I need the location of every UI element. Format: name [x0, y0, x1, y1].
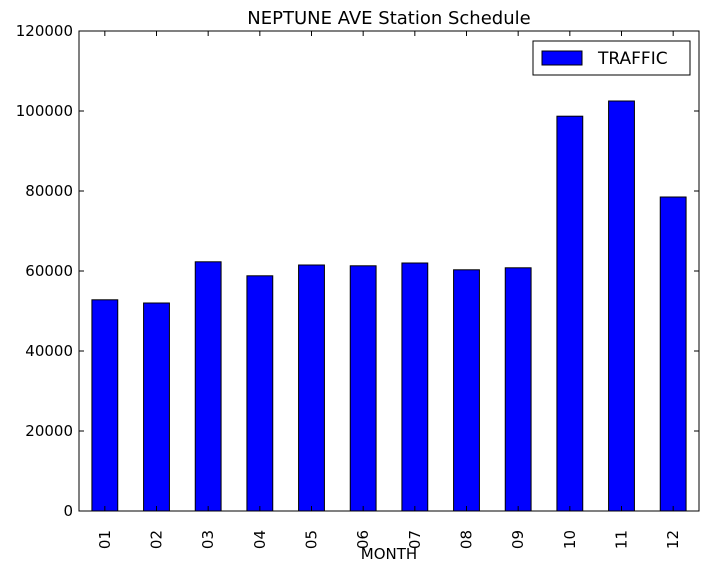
y-tick-label-80000: 80000 — [25, 182, 73, 200]
x-tick-label-11: 11 — [613, 530, 631, 549]
legend-label-traffic: TRAFFIC — [597, 49, 668, 69]
x-tick-label-10: 10 — [561, 530, 579, 549]
y-tick-label-120000: 120000 — [16, 22, 73, 40]
bar-05 — [298, 264, 325, 512]
y-axis: 0 20000 40000 60000 80000 100000 120000 — [16, 22, 699, 520]
x-tick-label-01: 01 — [96, 530, 114, 549]
x-tick-label-05: 05 — [303, 530, 321, 549]
bars-group — [91, 100, 687, 512]
x-tick-label-09: 09 — [509, 530, 527, 549]
x-tick-label-08: 08 — [458, 530, 476, 549]
bar-03 — [194, 261, 222, 512]
chart-title: NEPTUNE AVE Station Schedule — [247, 8, 530, 29]
x-axis: 01 02 03 04 05 06 07 08 09 10 11 12 — [96, 31, 682, 549]
x-tick-label-07: 07 — [406, 530, 424, 549]
bar-01 — [91, 299, 119, 512]
y-tick-label-20000: 20000 — [25, 422, 73, 440]
legend-swatch — [541, 50, 583, 66]
plot-frame — [78, 30, 700, 512]
bar-08 — [453, 269, 480, 512]
bar-07 — [401, 262, 429, 512]
bar-11 — [608, 100, 635, 512]
bar-04 — [246, 275, 274, 512]
y-tick-label-60000: 60000 — [25, 262, 73, 280]
bar-10 — [556, 115, 584, 512]
y-tick-label-100000: 100000 — [16, 102, 73, 120]
x-tick-label-04: 04 — [251, 530, 269, 549]
bar-02 — [143, 302, 170, 512]
x-tick-label-06: 06 — [354, 530, 372, 549]
bar-09 — [504, 267, 532, 512]
x-tick-label-02: 02 — [148, 530, 166, 549]
y-tick-label-0: 0 — [63, 502, 73, 520]
y-tick-label-40000: 40000 — [25, 342, 73, 360]
bar-12 — [659, 196, 687, 512]
bar-06 — [349, 265, 377, 512]
x-tick-label-12: 12 — [664, 530, 682, 549]
legend: TRAFFIC — [532, 40, 691, 76]
x-tick-label-03: 03 — [199, 530, 217, 549]
x-axis-label: MONTH — [361, 545, 417, 563]
